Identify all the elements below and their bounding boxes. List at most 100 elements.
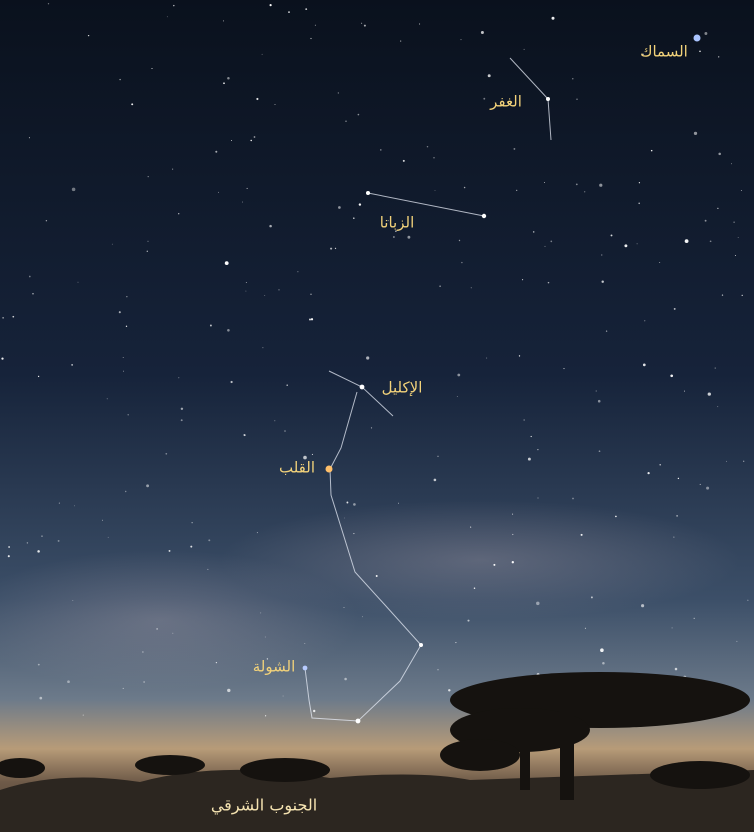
star — [8, 546, 10, 548]
star — [393, 236, 395, 238]
star — [173, 5, 174, 6]
star — [519, 355, 520, 356]
star — [37, 550, 40, 553]
star — [244, 434, 246, 436]
star — [685, 239, 689, 243]
star — [546, 97, 550, 101]
star — [326, 466, 333, 473]
star — [419, 643, 423, 647]
star — [704, 32, 707, 35]
star — [305, 8, 307, 10]
star — [167, 16, 168, 17]
star — [552, 17, 555, 20]
star — [284, 430, 286, 432]
star — [710, 240, 712, 242]
star — [227, 329, 230, 332]
star — [659, 262, 660, 263]
star — [127, 414, 128, 415]
star — [694, 35, 701, 42]
star — [172, 169, 173, 170]
star — [674, 308, 676, 310]
star — [215, 151, 217, 153]
star — [512, 534, 513, 535]
star — [512, 561, 514, 563]
star — [112, 244, 113, 245]
star — [286, 384, 287, 385]
star — [344, 607, 345, 608]
star — [257, 532, 258, 533]
star — [126, 296, 127, 297]
star — [330, 248, 332, 250]
star — [223, 82, 225, 84]
star — [563, 368, 564, 369]
star — [718, 153, 721, 156]
star — [359, 203, 361, 205]
star — [684, 391, 685, 392]
star — [488, 74, 491, 77]
star — [250, 140, 251, 141]
star — [400, 41, 401, 42]
star — [270, 4, 272, 6]
star — [717, 406, 718, 407]
star — [598, 400, 601, 403]
star — [550, 241, 552, 243]
star — [338, 92, 339, 93]
star — [457, 396, 458, 397]
star — [438, 456, 439, 457]
star — [344, 678, 347, 681]
star — [699, 51, 701, 53]
star — [718, 56, 719, 57]
star — [599, 450, 601, 452]
star — [288, 11, 290, 13]
star — [123, 371, 124, 372]
star — [643, 364, 646, 367]
star — [743, 461, 744, 462]
star — [470, 527, 471, 528]
star — [32, 293, 33, 294]
star — [596, 390, 597, 391]
star — [265, 715, 266, 716]
star — [48, 3, 49, 4]
star — [585, 628, 586, 629]
star — [717, 208, 718, 209]
star — [522, 279, 523, 280]
star — [181, 408, 183, 410]
star — [1, 357, 3, 359]
star — [27, 542, 28, 543]
star — [231, 140, 232, 141]
star — [706, 487, 709, 490]
star — [265, 637, 266, 638]
star — [673, 537, 674, 538]
star — [147, 251, 148, 252]
star — [457, 374, 460, 377]
star — [474, 587, 475, 588]
star — [260, 612, 261, 613]
star — [297, 271, 298, 272]
star — [102, 520, 103, 521]
star — [242, 202, 243, 203]
star — [247, 188, 248, 189]
star — [715, 368, 716, 369]
star — [398, 503, 399, 504]
star — [279, 289, 280, 290]
star — [123, 357, 124, 358]
star — [576, 99, 577, 100]
star — [303, 666, 308, 671]
star — [304, 643, 305, 644]
star — [147, 241, 148, 242]
star — [601, 254, 602, 255]
star — [344, 518, 345, 519]
star — [172, 633, 173, 634]
star — [225, 261, 229, 265]
star — [403, 160, 405, 162]
star — [639, 182, 640, 183]
star — [651, 150, 653, 152]
star — [599, 184, 602, 187]
star — [88, 35, 89, 36]
star — [353, 533, 354, 534]
star-label: الشولة — [253, 658, 295, 676]
star — [434, 479, 437, 482]
star — [380, 149, 382, 151]
star — [364, 25, 366, 27]
star — [483, 98, 485, 100]
